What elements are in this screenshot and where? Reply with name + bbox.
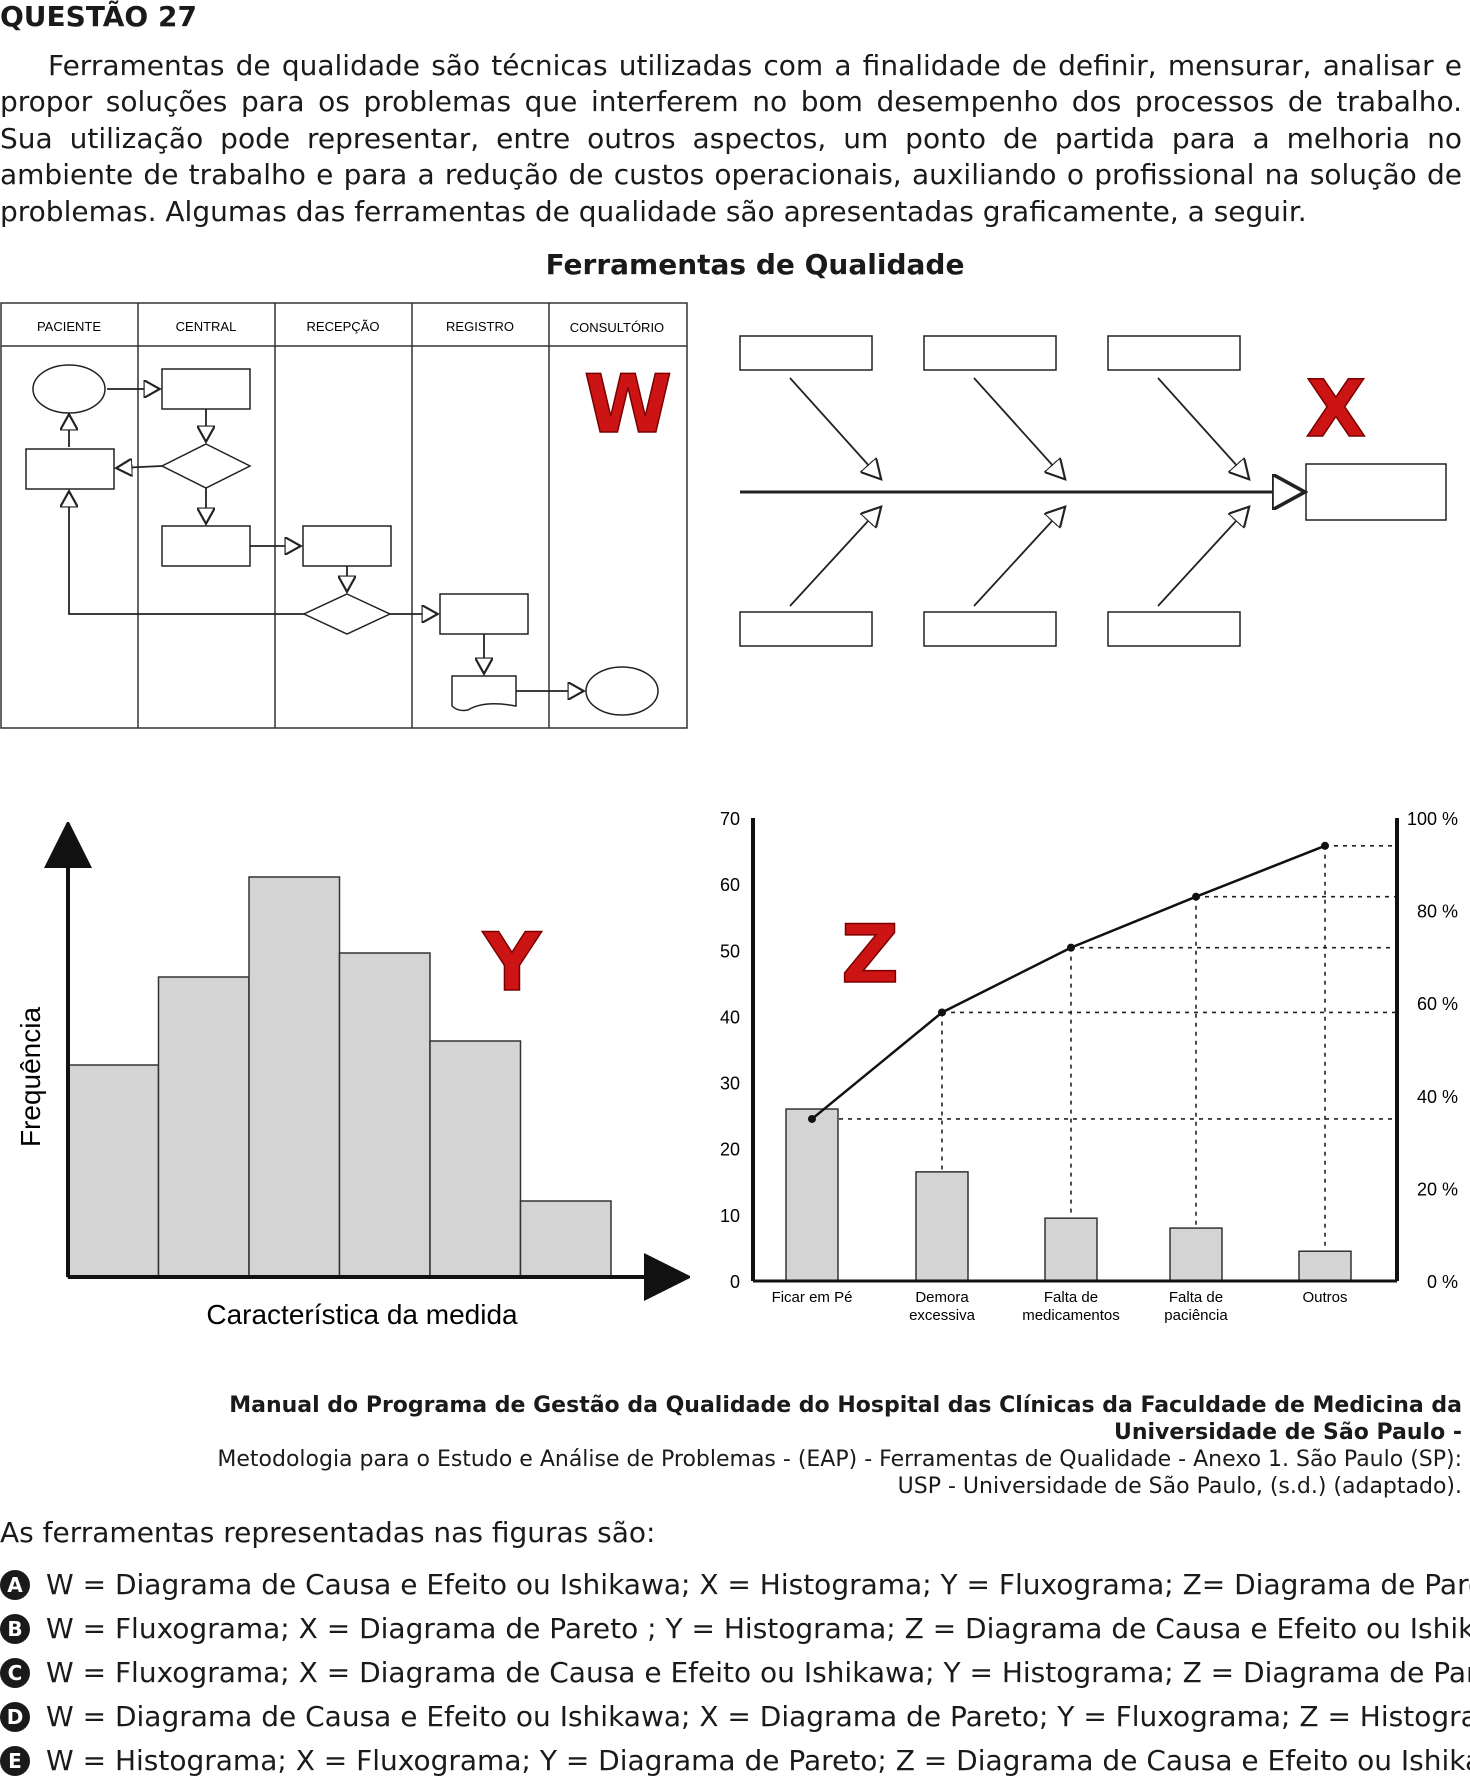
histogram-xlabel: Característica da medida — [206, 1299, 518, 1330]
lane-label-registro: REGISTRO — [446, 319, 514, 334]
question-intro: Ferramentas de qualidade são técnicas ut… — [0, 49, 1462, 228]
option-e-text: W = Histograma; X = Fluxograma; Y = Diag… — [46, 1744, 1470, 1777]
pareto-right-tick-label: 100 % — [1407, 812, 1458, 829]
pareto-category-label: Falta de paciência — [1164, 1289, 1228, 1324]
pareto-right-tick-label: 0 % — [1427, 1272, 1458, 1292]
option-b-badge: B — [0, 1613, 30, 1644]
histogram-ylabel: Frequência — [15, 1007, 46, 1148]
option-d-text: W = Diagrama de Causa e Efeito ou Ishika… — [46, 1700, 1470, 1733]
option-e[interactable]: E W = Histograma; X = Fluxograma; Y = Di… — [0, 1744, 1470, 1777]
option-a-badge: A — [0, 1569, 30, 1600]
pareto-right-tick-label: 20 % — [1417, 1179, 1458, 1199]
pareto-cumulative-point — [1192, 892, 1200, 901]
pareto-left-tick-label: 10 — [720, 1206, 740, 1226]
process-box-4 — [302, 525, 392, 567]
cause-box-bottom-2 — [923, 611, 1057, 647]
pareto-bar — [1044, 1217, 1098, 1282]
cause-box-top-1 — [739, 335, 873, 371]
decision-diamond-2 — [302, 593, 392, 635]
cause-box-top-3 — [1107, 335, 1241, 371]
pareto-left-tick-label: 60 — [720, 875, 740, 895]
pareto-left-tick-label: 20 — [720, 1140, 740, 1160]
histogram-bar — [519, 1200, 612, 1278]
pareto-right-tick-label: 40 % — [1417, 1087, 1458, 1107]
pareto-cumulative-point — [1321, 841, 1329, 850]
option-c[interactable]: C W = Fluxograma; X = Diagrama de Causa … — [0, 1656, 1470, 1689]
pareto-left-tick-label: 30 — [720, 1074, 740, 1094]
pareto-right-tick-label: 60 % — [1417, 994, 1458, 1014]
pareto-bar — [785, 1108, 839, 1282]
option-b[interactable]: B W = Fluxograma; X = Diagrama de Pareto… — [0, 1612, 1470, 1645]
pareto-category-label: Demora excessiva — [909, 1289, 976, 1324]
pareto-right-tick-label: 80 % — [1417, 902, 1458, 922]
pareto-left-tick-label: 0 — [730, 1272, 740, 1292]
question-prompt: As ferramentas representadas nas figuras… — [0, 1516, 656, 1549]
option-a[interactable]: A W = Diagrama de Causa e Efeito ou Ishi… — [0, 1568, 1470, 1601]
histogram-bar — [429, 1040, 522, 1278]
histogram-bar — [338, 952, 431, 1278]
pareto-category-label: Falta de medicamentos — [1022, 1289, 1120, 1324]
figure-title: Ferramentas de Qualidade — [545, 248, 965, 281]
source-line-2: Metodologia para o Estudo e Análise de P… — [217, 1447, 1462, 1472]
pareto-figure: 70 60 50 40 30 20 10 0 100 % 80 % 60 % 40 % 20 % 0 %… — [720, 812, 1458, 1324]
process-box-5 — [439, 593, 529, 635]
lane-label-paciente: PACIENTE — [37, 319, 101, 334]
histogram-bar — [248, 876, 341, 1278]
lane-label-central: CENTRAL — [176, 319, 237, 334]
histogram-bar — [157, 976, 250, 1278]
letter-w: W — [584, 358, 672, 451]
pareto-left-tick-label: 40 — [720, 1007, 740, 1027]
pareto-category-label: Ficar em Pé — [772, 1289, 853, 1306]
source-citation: Manual do Programa de Gestão da Qualidad… — [62, 1392, 1462, 1500]
lane-label-consultorio: CONSULTÓRIO — [570, 320, 664, 335]
end-ellipse — [585, 666, 659, 716]
question-title: QUESTÃO 27 — [0, 0, 197, 33]
process-box-2 — [25, 448, 115, 490]
pareto-cumulative-point — [808, 1114, 816, 1123]
process-box-1 — [161, 368, 251, 410]
start-ellipse — [32, 364, 106, 414]
option-e-badge: E — [0, 1745, 30, 1776]
histogram-figure: Frequência Característica da medida Y — [15, 822, 690, 1330]
pareto-left-tick-label: 50 — [720, 941, 740, 961]
pareto-cumulative-point — [938, 1008, 946, 1017]
letter-y: Y — [482, 916, 542, 1009]
source-line-3: USP - Universidade de São Paulo, (s.d.) … — [897, 1474, 1462, 1499]
histogram-bar — [67, 1064, 160, 1278]
pareto-category-label: Outros — [1302, 1289, 1347, 1306]
document-shape — [451, 675, 517, 712]
lane-label-recepcao: RECEPÇÃO — [307, 319, 380, 334]
cause-box-bottom-3 — [1107, 611, 1241, 647]
pareto-bar — [1298, 1250, 1352, 1282]
option-a-text: W = Diagrama de Causa e Efeito ou Ishika… — [46, 1568, 1470, 1601]
pareto-left-tick-label: 70 — [720, 812, 740, 829]
process-box-3 — [161, 525, 251, 567]
effect-box — [1305, 463, 1447, 521]
ishikawa-figure: X — [739, 335, 1447, 647]
source-line-1: Manual do Programa de Gestão da Qualidad… — [229, 1393, 1462, 1445]
option-d-badge: D — [0, 1701, 30, 1732]
option-c-badge: C — [0, 1657, 30, 1688]
letter-z: Z — [841, 908, 899, 1001]
flowchart-frame — [0, 302, 688, 729]
option-d[interactable]: D W = Diagrama de Causa e Efeito ou Ishi… — [0, 1700, 1470, 1733]
option-c-text: W = Fluxograma; X = Diagrama de Causa e … — [46, 1656, 1470, 1689]
flowchart-figure: PACIENTE CENTRAL RECEPÇÃO REGISTRO CONSU… — [0, 302, 688, 729]
pareto-bar — [1169, 1227, 1223, 1282]
cause-box-bottom-1 — [739, 611, 873, 647]
cause-box-top-2 — [923, 335, 1057, 371]
pareto-cumulative-point — [1067, 943, 1075, 952]
pareto-bar — [915, 1171, 969, 1282]
option-b-text: W = Fluxograma; X = Diagrama de Pareto ;… — [46, 1612, 1470, 1645]
letter-x: X — [1306, 365, 1366, 455]
